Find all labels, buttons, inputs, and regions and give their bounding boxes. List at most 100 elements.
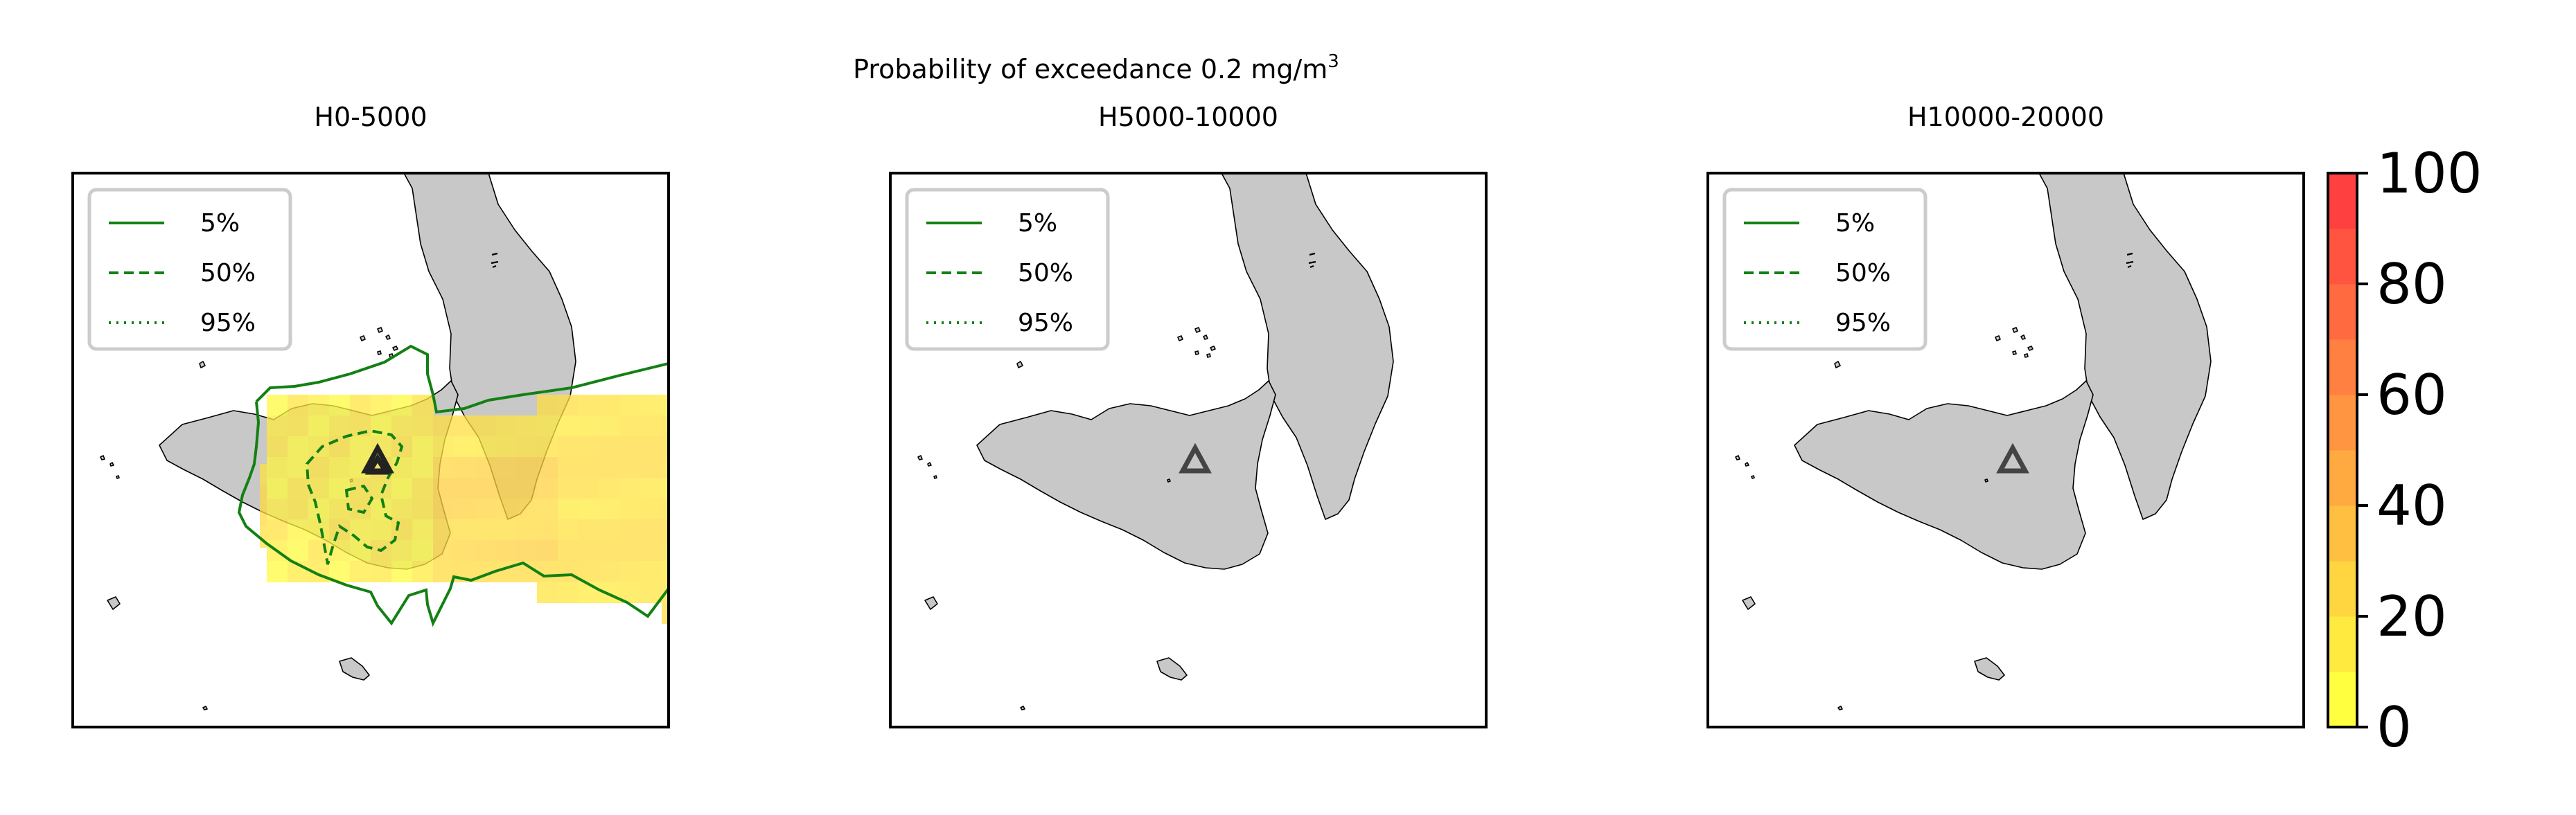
probability-cell	[495, 478, 517, 499]
probability-cell	[391, 395, 413, 416]
probability-cell	[267, 561, 288, 582]
colorbar-band	[2328, 284, 2357, 340]
legend-label: 5%	[1018, 209, 1057, 238]
probability-cell	[350, 499, 371, 520]
map-frame	[889, 172, 1488, 728]
probability-cell	[495, 415, 517, 437]
probability-cell	[350, 519, 371, 541]
probability-cell	[662, 519, 669, 541]
colorbar-band	[2328, 229, 2357, 285]
probability-cell	[558, 395, 579, 416]
legend-label: 50%	[1018, 259, 1073, 287]
probability-cell	[475, 499, 496, 520]
legend-label: 5%	[1835, 209, 1875, 238]
panel-title: H10000-20000	[1907, 102, 2104, 132]
probability-cell	[579, 395, 600, 416]
probability-cell	[371, 561, 392, 582]
probability-cell	[599, 436, 621, 458]
colorbar-bands	[2328, 173, 2357, 728]
probability-cell	[516, 457, 538, 478]
probability-cell	[495, 436, 517, 458]
probability-cell	[433, 540, 455, 562]
probability-cell	[288, 499, 309, 520]
figure-title: Probability of exceedance 0.2 mg/m3	[853, 51, 1339, 84]
probability-cell	[454, 478, 475, 499]
probability-cell	[267, 457, 288, 478]
probability-cell	[391, 499, 413, 520]
probability-cell	[433, 499, 455, 520]
probability-cell	[475, 436, 496, 458]
panel-title: H5000-10000	[1098, 102, 1278, 132]
probability-cell	[662, 457, 669, 478]
figure-title-text: Probability of exceedance 0.2 mg/m	[853, 54, 1327, 84]
probability-cell	[641, 499, 662, 520]
probability-cell	[288, 478, 309, 499]
legend-label: 95%	[1835, 309, 1891, 337]
panel-h0-5000: H0-5000 5% 50% 95%	[71, 102, 670, 728]
colorbar-band	[2328, 561, 2357, 617]
probability-cell	[433, 561, 455, 582]
probability-cell	[371, 478, 392, 499]
probability-cell	[267, 395, 288, 416]
probability-cell	[454, 457, 475, 478]
probability-cell	[350, 561, 371, 582]
triangle-vent-icon	[361, 442, 394, 475]
probability-cell	[599, 457, 621, 478]
probability-cell	[454, 499, 475, 520]
colorbar-frame	[2327, 172, 2358, 728]
probability-cell	[579, 415, 600, 437]
probability-cell	[329, 457, 351, 478]
probability-cell	[329, 395, 351, 416]
probability-cell	[641, 457, 662, 478]
colorbar-band	[2328, 450, 2357, 506]
probability-cell	[288, 436, 309, 458]
colorbar-tick-label: 20	[2376, 584, 2447, 649]
colorbar-band	[2328, 672, 2357, 728]
probability-cell	[599, 415, 621, 437]
probability-cell	[620, 436, 642, 458]
probability-cell	[391, 540, 413, 562]
probability-cell	[454, 436, 475, 458]
triangle-vent-icon	[1996, 442, 2029, 474]
probability-cell	[267, 436, 288, 458]
probability-cell	[558, 478, 579, 499]
probability-cell	[620, 540, 642, 562]
probability-cell	[412, 561, 434, 582]
legend-label: 50%	[200, 259, 256, 287]
probability-cell	[599, 395, 621, 416]
probability-cell	[641, 561, 662, 582]
probability-cell	[475, 478, 496, 499]
map-area	[73, 173, 669, 727]
probability-cell	[267, 478, 288, 499]
probability-cell	[267, 415, 288, 437]
legend-label: 95%	[1018, 309, 1073, 337]
legend: 5% 50% 95%	[87, 188, 292, 351]
probability-cell	[412, 540, 434, 562]
probability-cell	[329, 499, 351, 520]
probability-cell	[475, 519, 496, 541]
legend: 5% 50% 95%	[905, 188, 1110, 351]
probability-cell	[558, 582, 579, 603]
probability-cell	[433, 415, 455, 437]
probability-cell	[288, 519, 309, 541]
colorbar-band	[2328, 505, 2357, 562]
probability-cell	[412, 499, 434, 520]
probability-cell	[537, 561, 558, 582]
probability-cell	[288, 457, 309, 478]
probability-cell	[662, 478, 669, 499]
probability-cell	[433, 457, 455, 478]
probability-cell	[537, 415, 558, 437]
colorbar-band	[2328, 173, 2357, 229]
probability-cell	[495, 519, 517, 541]
probability-cell	[516, 436, 538, 458]
probability-cell	[412, 519, 434, 541]
probability-cell	[350, 395, 371, 416]
probability-cell	[641, 540, 662, 562]
probability-cell	[412, 436, 434, 458]
probability-cell	[412, 478, 434, 499]
probability-cell	[371, 395, 392, 416]
probability-cell	[558, 436, 579, 458]
probability-cell	[579, 540, 600, 562]
probability-cell	[308, 478, 330, 499]
colorbar-tick-label: 0	[2376, 695, 2412, 760]
